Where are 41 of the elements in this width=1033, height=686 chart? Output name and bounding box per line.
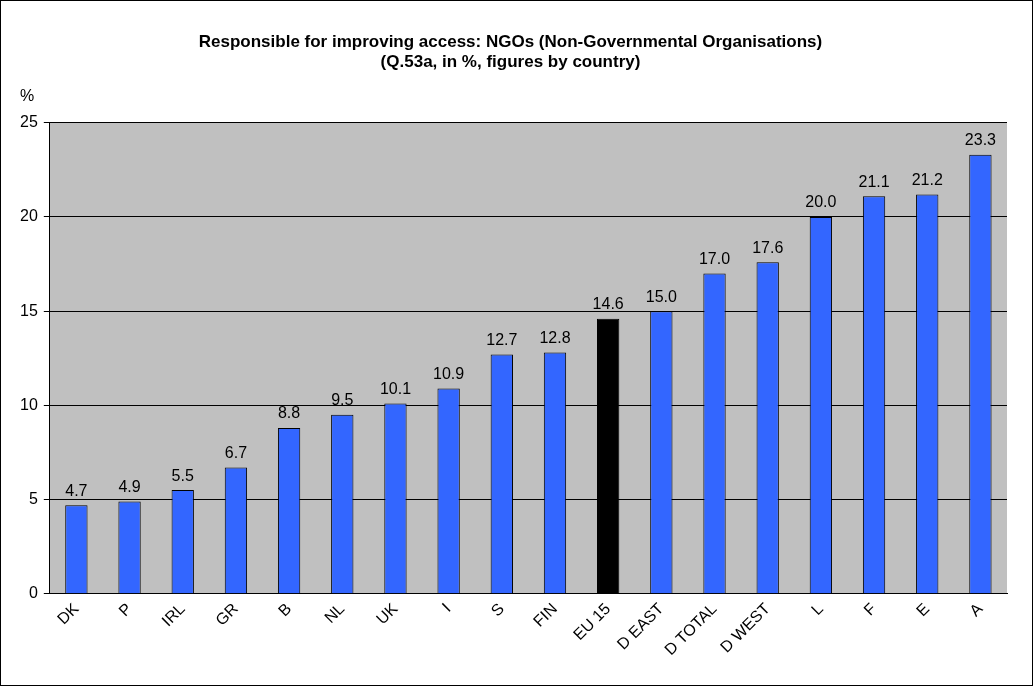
y-tick-label: 10 [20,395,38,413]
data-label: 10.1 [379,379,412,397]
x-tick-label: E [912,599,933,620]
data-label: 5.5 [171,466,194,484]
y-tick-label: 15 [20,301,38,319]
chart-title: Responsible for improving access: NGOs (Non-Governmental Organisations) (Q.53a, in %, figures by country) [198,31,823,72]
x-tick-label: L [807,599,827,619]
x-tick-label: P [115,599,135,620]
x-tick-label: B [274,599,295,620]
y-tick-label: 0 [28,584,38,602]
x-tick-label: DK [53,599,82,628]
x-tick-label: NL [321,599,348,627]
data-label: 6.7 [224,443,248,461]
x-tick-label: A [966,599,986,620]
x-tick-label: FIN [529,599,561,630]
data-label: 12.8 [539,329,571,346]
x-tick-label: I [438,599,454,615]
x-tick-label: EU 15 [569,599,614,644]
x-tick-label: F [860,599,880,619]
data-label: 17.0 [698,249,731,267]
y-tick-label: 5 [28,489,38,507]
data-label: 14.6 [592,295,624,313]
data-label: 4.9 [118,477,141,495]
data-label: 9.5 [331,391,354,409]
data-label: 21.2 [911,170,943,188]
y-tick-label: 20 [20,207,38,225]
x-tick-label: UK [372,599,401,628]
data-label: 17.6 [752,238,784,256]
x-tick-label: IRL [158,599,189,630]
data-label: 20.0 [805,193,837,211]
x-tick-label: S [487,599,508,620]
data-label: 15.0 [645,287,678,305]
x-tick-label: GR [212,599,242,629]
data-label: 8.8 [277,404,301,422]
data-label: 4.7 [65,481,88,499]
data-label: 10.9 [433,364,465,382]
y-tick-label: 25 [20,113,38,131]
data-label: 12.7 [486,330,518,348]
y-axis-title: % [20,87,35,105]
data-label: 23.3 [964,131,997,149]
data-label: 21.1 [858,172,890,190]
